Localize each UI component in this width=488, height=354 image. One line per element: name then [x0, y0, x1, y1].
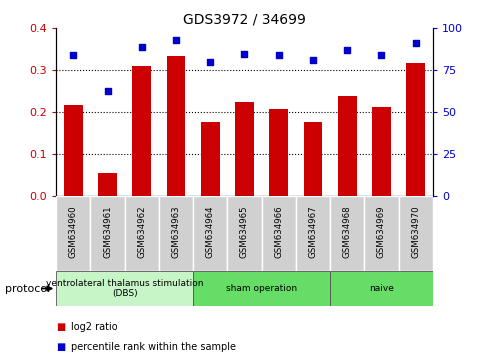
Bar — [398, 196, 432, 271]
Bar — [64, 105, 82, 196]
Point — [274, 52, 282, 58]
Text: log2 ratio: log2 ratio — [71, 322, 117, 332]
Bar — [329, 196, 364, 271]
Text: ■: ■ — [56, 322, 65, 332]
Bar — [56, 196, 90, 271]
Point — [308, 57, 316, 63]
Point — [343, 47, 350, 53]
Point — [240, 51, 248, 56]
Point — [138, 44, 145, 50]
Point — [377, 52, 385, 58]
Text: GSM634961: GSM634961 — [103, 206, 112, 258]
Text: GSM634960: GSM634960 — [69, 206, 78, 258]
Bar — [227, 196, 261, 271]
Text: sham operation: sham operation — [225, 284, 297, 293]
Text: GSM634967: GSM634967 — [308, 206, 317, 258]
Point — [172, 37, 180, 43]
Bar — [193, 271, 329, 306]
Bar — [269, 109, 287, 196]
Point — [69, 52, 77, 58]
Text: GSM634963: GSM634963 — [171, 206, 180, 258]
Text: GSM634969: GSM634969 — [376, 206, 385, 258]
Bar — [159, 196, 193, 271]
Text: GSM634962: GSM634962 — [137, 206, 146, 258]
Text: naive: naive — [368, 284, 393, 293]
Text: GSM634968: GSM634968 — [342, 206, 351, 258]
Bar — [56, 271, 193, 306]
Bar — [329, 271, 432, 306]
Text: protocol: protocol — [5, 284, 50, 293]
Text: GDS3972 / 34699: GDS3972 / 34699 — [183, 12, 305, 27]
Text: ■: ■ — [56, 342, 65, 352]
Text: percentile rank within the sample: percentile rank within the sample — [71, 342, 235, 352]
Bar — [364, 196, 398, 271]
Bar — [132, 66, 151, 196]
Bar — [201, 122, 219, 196]
Bar — [98, 173, 117, 196]
Point — [411, 41, 419, 46]
Bar — [193, 196, 227, 271]
Bar — [261, 196, 295, 271]
Point — [206, 59, 214, 65]
Bar — [303, 122, 322, 196]
Bar — [235, 102, 253, 196]
Text: GSM634964: GSM634964 — [205, 206, 214, 258]
Text: GSM634970: GSM634970 — [410, 206, 419, 258]
Text: GSM634965: GSM634965 — [240, 206, 248, 258]
Bar — [406, 63, 424, 196]
Bar — [166, 57, 185, 196]
Text: GSM634966: GSM634966 — [274, 206, 283, 258]
Text: ventrolateral thalamus stimulation
(DBS): ventrolateral thalamus stimulation (DBS) — [46, 279, 203, 298]
Point — [103, 88, 111, 93]
Bar — [371, 107, 390, 196]
Bar — [90, 196, 124, 271]
Bar — [337, 96, 356, 196]
Bar — [124, 196, 159, 271]
Bar — [295, 196, 329, 271]
